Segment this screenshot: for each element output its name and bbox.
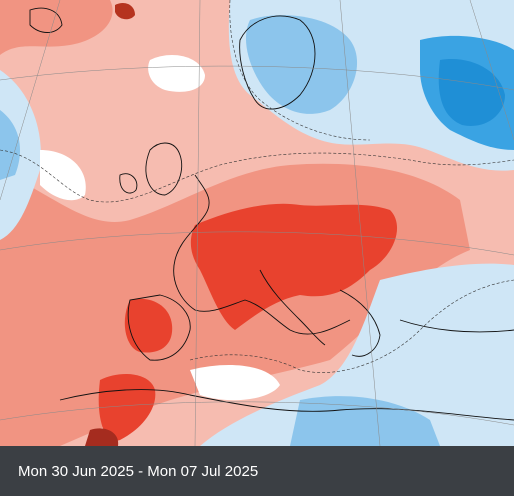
meridian-line-1 bbox=[0, 0, 61, 201]
caption-bar: Mon 30 Jun 2025 - Mon 07 Jul 2025 bbox=[0, 446, 514, 496]
parallel-line-2 bbox=[0, 231, 514, 256]
parallel-line-3 bbox=[0, 401, 514, 426]
warm-spot-north bbox=[115, 3, 135, 20]
strong-warm-zone-central-europe bbox=[190, 203, 398, 330]
strongest-cool-core bbox=[438, 59, 505, 126]
coastline-ireland bbox=[119, 173, 138, 194]
coastline-italy bbox=[259, 269, 326, 346]
strong-warm-zone-iberia bbox=[124, 298, 173, 353]
coastline-western-europe bbox=[173, 174, 351, 335]
contour-line-2 bbox=[189, 279, 514, 373]
graticule bbox=[0, 0, 514, 446]
anomaly-contours bbox=[0, 0, 514, 373]
coastline-britain bbox=[145, 142, 183, 196]
coastline-iceland bbox=[29, 7, 63, 33]
parallel-line-1 bbox=[0, 65, 514, 91]
date-range-label: Mon 30 Jun 2025 - Mon 07 Jul 2025 bbox=[18, 462, 259, 480]
meridian-line-3 bbox=[339, 0, 381, 446]
warm-zone-north bbox=[0, 0, 113, 55]
coastline-north-africa bbox=[59, 389, 514, 421]
coastline-iberia bbox=[127, 294, 191, 361]
cool-zone-north-africa bbox=[290, 396, 440, 446]
neutral-patch-med bbox=[190, 365, 280, 401]
meridian-line-2 bbox=[194, 0, 201, 446]
contour-line-3 bbox=[229, 0, 371, 141]
cool-zone-atlantic bbox=[0, 70, 41, 240]
coastline-turkey bbox=[399, 319, 514, 333]
neutral-patch-west bbox=[40, 150, 86, 201]
coastline-balkans bbox=[339, 289, 381, 357]
cool-zone-atlantic-core bbox=[0, 110, 20, 180]
cool-zone-southeast bbox=[200, 263, 514, 446]
extreme-warm-spot bbox=[85, 428, 119, 446]
cool-zone-scandinavia bbox=[245, 15, 358, 114]
anomaly-map bbox=[0, 0, 514, 446]
neutral-patch-north bbox=[148, 55, 205, 92]
meridian-line-4 bbox=[469, 0, 514, 141]
coastlines bbox=[29, 7, 514, 421]
contour-line-1 bbox=[0, 149, 514, 203]
